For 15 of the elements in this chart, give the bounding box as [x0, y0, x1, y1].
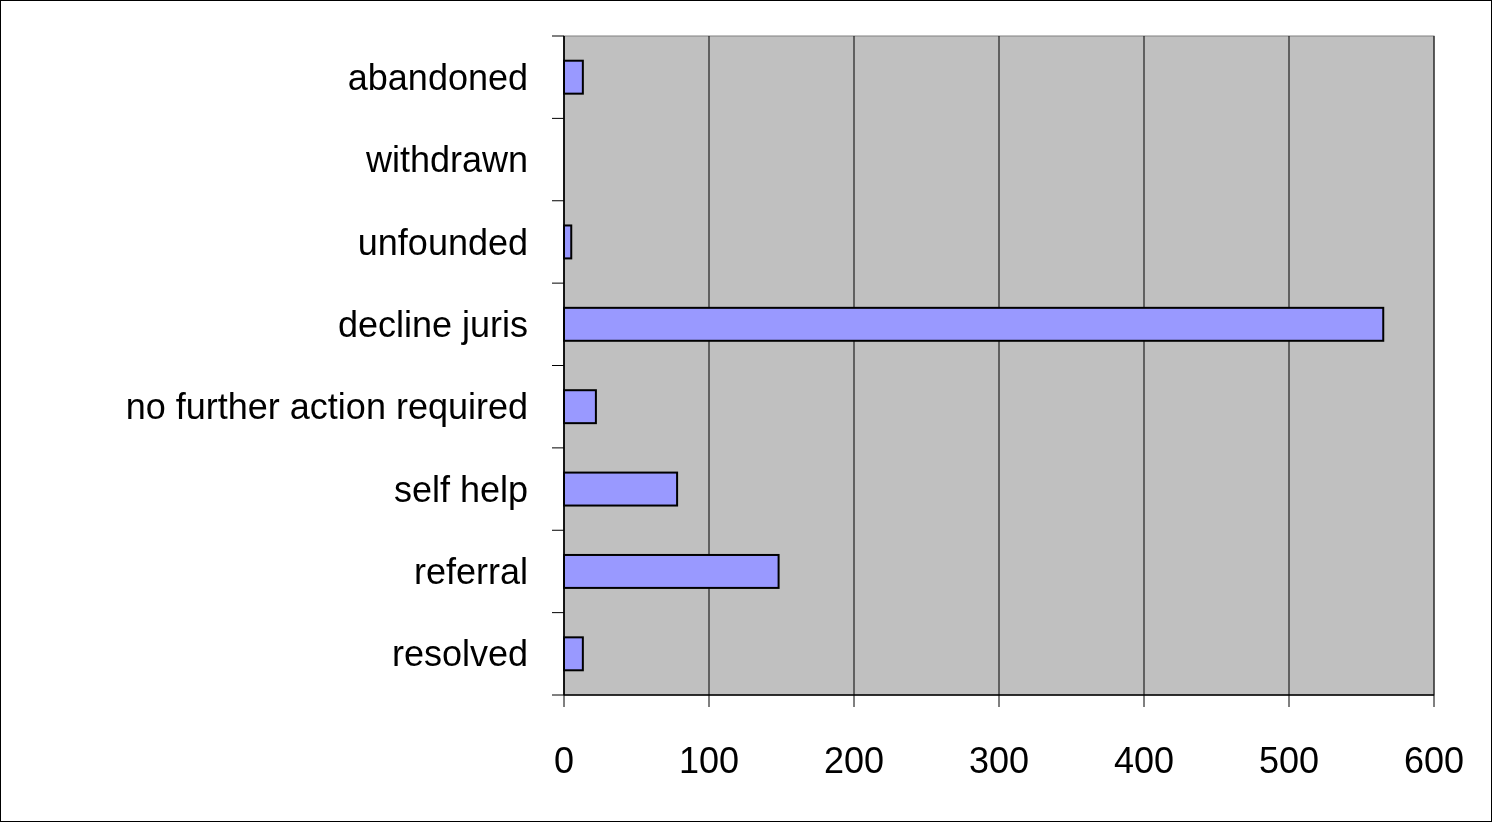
- x-tick-label: 500: [1258, 740, 1320, 781]
- y-tick-label: no further action required: [125, 386, 528, 428]
- x-tick-label: 300: [968, 740, 1030, 781]
- x-tick-label: 200: [823, 740, 885, 781]
- y-tick-label: self help: [393, 468, 528, 510]
- x-tick-label: 0: [553, 740, 575, 781]
- y-tick-label: decline juris: [337, 303, 528, 345]
- x-tick-label: 100: [678, 740, 740, 781]
- y-tick-label: resolved: [391, 633, 528, 675]
- y-tick-label: unfounded: [357, 221, 528, 263]
- y-tick-label: withdrawn: [364, 139, 528, 181]
- x-tick-label: 600: [1403, 740, 1465, 781]
- y-tick-label: referral: [413, 551, 528, 593]
- y-tick-label: abandoned: [347, 56, 528, 98]
- x-tick-label: 400: [1113, 740, 1175, 781]
